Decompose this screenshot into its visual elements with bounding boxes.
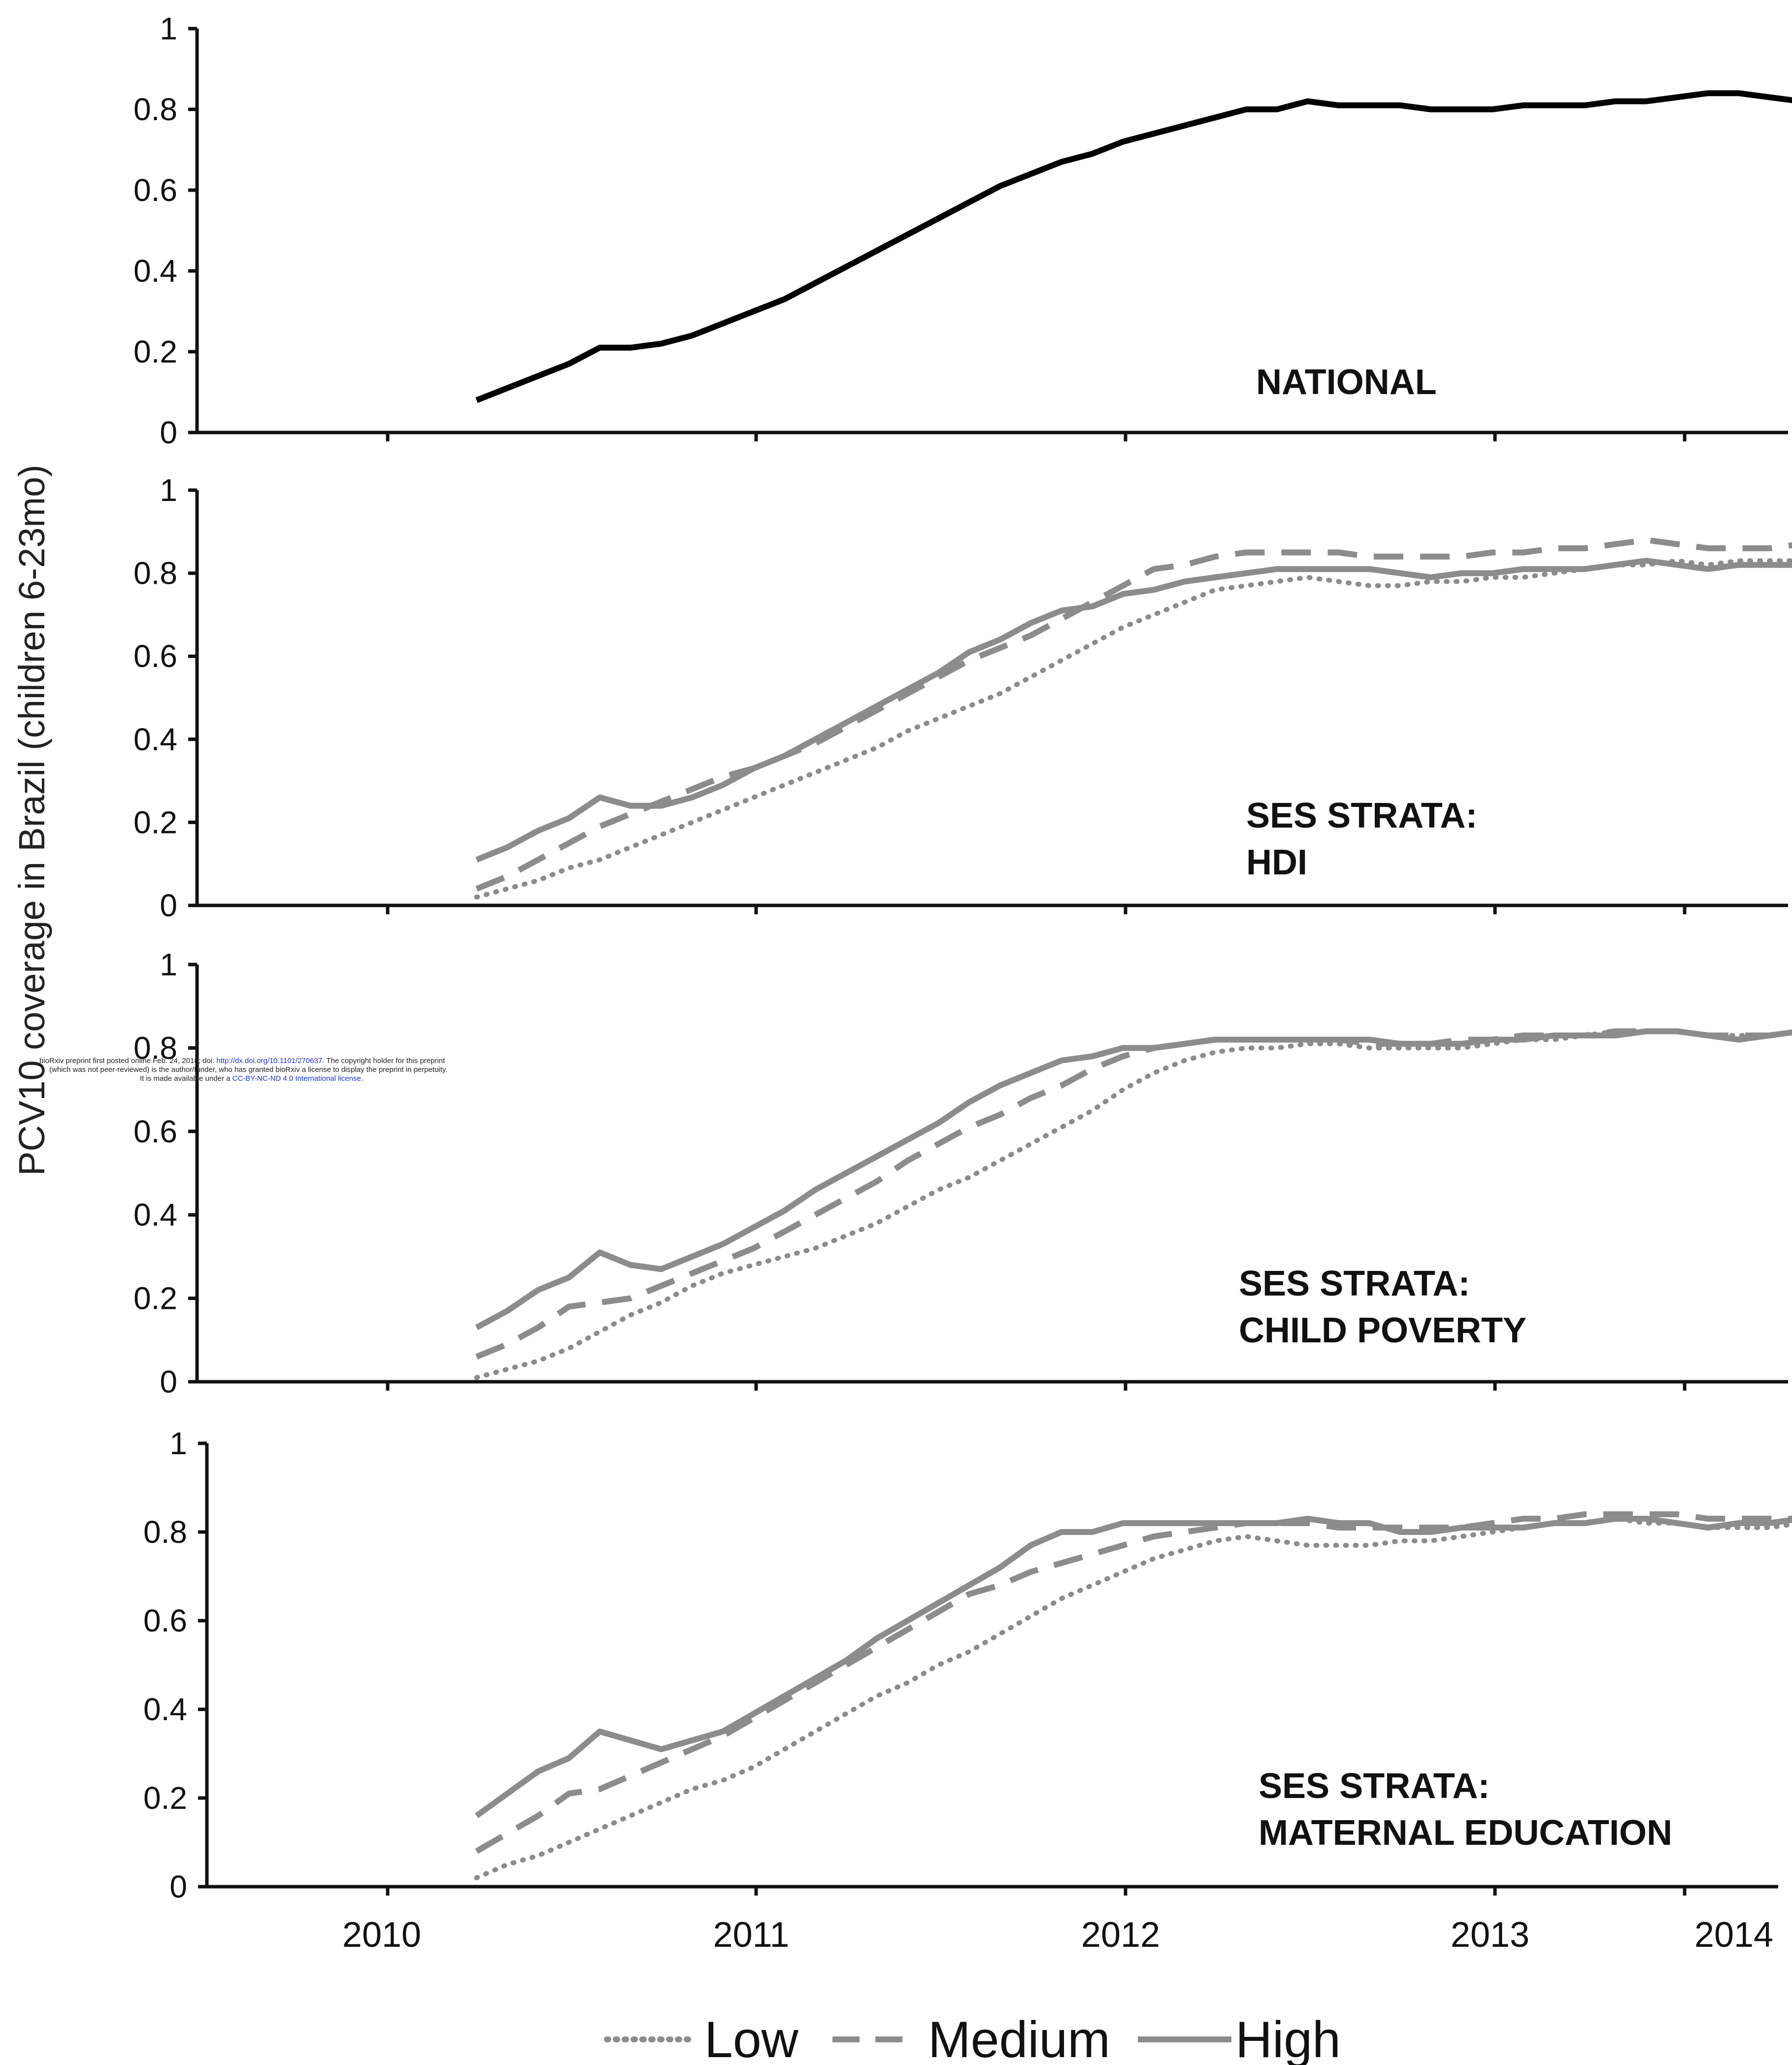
y-tick-label: 0 [160, 888, 177, 923]
y-tick-label: 0.6 [133, 172, 177, 208]
y-tick-label: 0.8 [133, 92, 177, 127]
watermark-license-link[interactable]: CC-BY-NC-ND 4.0 International license [232, 1074, 361, 1083]
preprint-watermark: bioRxiv preprint first posted online Feb… [39, 1057, 448, 1083]
y-tick-label: 0.8 [143, 1514, 187, 1550]
legend-medium-label: Medium [928, 2011, 1110, 2065]
y-tick-label: 0 [160, 1364, 177, 1399]
watermark-line1-post: . The copyright holder for this preprint [322, 1057, 445, 1065]
series-line-medium [475, 1028, 1792, 1360]
y-tick-label: 0.8 [133, 1030, 177, 1066]
panel-national: 0 0.2 0.4 0.6 0.8 1 NATIONAL [133, 11, 1792, 450]
y-tick-label: 0.6 [133, 638, 177, 674]
y-axis-label: PCV10 coverage in Brazil (children 6-23m… [11, 465, 52, 1176]
y-tick-label: 0 [169, 1869, 187, 1904]
x-tick-label: 2013 [1451, 1915, 1529, 1955]
y-tick-label: 0.2 [133, 1281, 177, 1316]
panel-title-line: SES STRATA: [1259, 1766, 1490, 1806]
series-line-low [474, 558, 1792, 900]
watermark-line1-pre: bioRxiv preprint first posted online Feb… [39, 1057, 216, 1065]
series-line-medium [475, 537, 1792, 892]
legend-high-label: High [1235, 2011, 1341, 2065]
legend-low-label: Low [704, 2011, 799, 2065]
y-tick-label: 0.2 [143, 1780, 187, 1816]
y-tick-label: 0.2 [133, 334, 177, 369]
panel-child-poverty: 0 0.2 0.4 0.6 0.8 1 SES STRATA: CHILD POVERTY [133, 947, 1792, 1399]
series-line-high [474, 1516, 1792, 1818]
watermark-line3-pre: It is made available under a [140, 1074, 232, 1083]
y-tick-label: 0.2 [133, 804, 177, 840]
y-tick-label: 0.6 [143, 1603, 187, 1638]
series-line-medium [475, 1511, 1792, 1854]
svg-text:bioRxiv preprint first posted: bioRxiv preprint first posted online Feb… [39, 1057, 445, 1065]
panel-maternal-education: 0 0.2 0.4 0.6 0.8 1 SES STRATA: MATERNAL EDUCAT… [143, 1426, 1792, 1955]
x-tick-label: 2011 [713, 1915, 790, 1955]
y-tick-label: 0.8 [133, 556, 177, 591]
y-tick-label: 0.6 [133, 1114, 177, 1149]
series-line-high [475, 1028, 1792, 1331]
y-tick-label: 1 [160, 11, 177, 46]
y-tick-label: 1 [160, 947, 177, 982]
y-tick-label: 0.4 [133, 722, 177, 757]
panel-title-line: SES STRATA: [1246, 796, 1477, 835]
panel-title-line: NATIONAL [1256, 363, 1437, 402]
y-tick-label: 0 [160, 415, 177, 450]
svg-text:It is made available under a C: It is made available under a CC-BY-NC-ND… [140, 1074, 363, 1083]
series-line-low [474, 1029, 1792, 1380]
legend: Low Medium High [604, 2011, 1341, 2065]
panel-title-line: SES STRATA: [1239, 1264, 1470, 1303]
series-line-high [475, 558, 1792, 863]
panel-hdi: 0 0.2 0.4 0.6 0.8 1 SES STRATA: HDI [133, 472, 1792, 923]
watermark-line3-post: . [361, 1074, 363, 1083]
x-tick-label: 2012 [1081, 1915, 1160, 1955]
y-tick-label: 1 [160, 472, 177, 508]
watermark-line2: (which was not peer-reviewed) is the aut… [49, 1066, 448, 1074]
y-tick-label: 1 [169, 1426, 187, 1461]
y-tick-label: 0.4 [133, 253, 177, 289]
watermark-doi-link[interactable]: http://dx.doi.org/10.1101/270637 [216, 1057, 322, 1065]
y-tick-label: 0.4 [133, 1197, 177, 1232]
x-tick-label: 2010 [342, 1915, 421, 1955]
panel-title-line: CHILD POVERTY [1239, 1311, 1527, 1350]
series-line-national [475, 90, 1792, 403]
x-tick-label: 2014 [1694, 1915, 1773, 1955]
panel-title-line: MATERNAL EDUCATION [1259, 1813, 1672, 1853]
panel-title-line: HDI [1246, 843, 1307, 882]
y-tick-label: 0.4 [143, 1692, 187, 1727]
